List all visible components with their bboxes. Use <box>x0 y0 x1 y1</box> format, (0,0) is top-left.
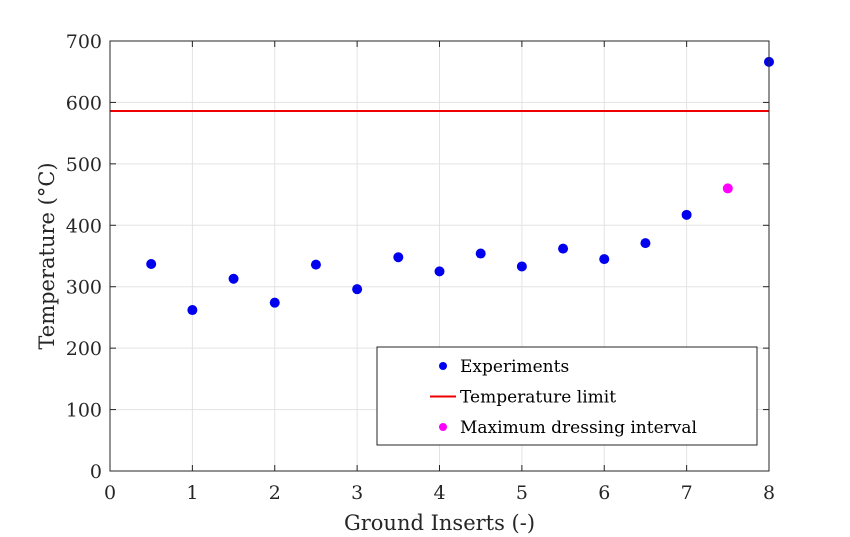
legend-label: Experiments <box>460 357 569 377</box>
data-point <box>558 243 569 254</box>
legend: Experiments Temperature limit Maximum dres… <box>376 346 758 446</box>
y-tick-label: 100 <box>66 400 102 422</box>
data-point <box>187 305 198 316</box>
legend-label: Temperature limit <box>460 388 616 408</box>
legend-marker-swatch <box>439 423 447 431</box>
data-point <box>681 209 692 220</box>
data-point <box>722 183 733 194</box>
y-axis-title: Temperature (°C) <box>35 162 59 349</box>
data-point <box>640 238 651 249</box>
data-point <box>393 252 404 263</box>
x-tick-label: 2 <box>269 482 281 504</box>
x-tick-label: 4 <box>433 482 445 504</box>
data-point <box>516 261 527 272</box>
data-point <box>228 273 239 284</box>
data-points <box>146 56 774 316</box>
y-tick-label: 700 <box>66 31 102 53</box>
x-tick-label: 1 <box>186 482 198 504</box>
legend-marker-swatch <box>439 362 447 370</box>
data-point <box>146 258 157 269</box>
x-tick-label: 7 <box>681 482 693 504</box>
x-tick-label: 0 <box>104 482 116 504</box>
y-tick-label: 500 <box>66 154 102 176</box>
y-ticks: 0 100 200 300 400 500 600 700 <box>66 31 769 483</box>
data-point <box>310 259 321 270</box>
y-tick-label: 0 <box>90 461 102 483</box>
x-tick-label: 8 <box>763 482 775 504</box>
data-point <box>434 266 445 277</box>
x-ticks: 0 1 2 3 4 5 6 7 8 <box>104 41 775 504</box>
x-tick-label: 5 <box>516 482 528 504</box>
legend-label: Maximum dressing interval <box>460 418 697 438</box>
y-tick-label: 400 <box>66 215 102 237</box>
data-point <box>352 284 363 295</box>
y-tick-label: 300 <box>66 277 102 299</box>
data-point <box>599 254 610 265</box>
data-point <box>269 297 280 308</box>
x-tick-label: 3 <box>351 482 363 504</box>
x-axis-title: Ground Inserts (-) <box>344 511 535 535</box>
x-tick-label: 6 <box>598 482 610 504</box>
data-point <box>475 248 486 259</box>
y-tick-label: 600 <box>66 92 102 114</box>
y-tick-label: 200 <box>66 338 102 360</box>
